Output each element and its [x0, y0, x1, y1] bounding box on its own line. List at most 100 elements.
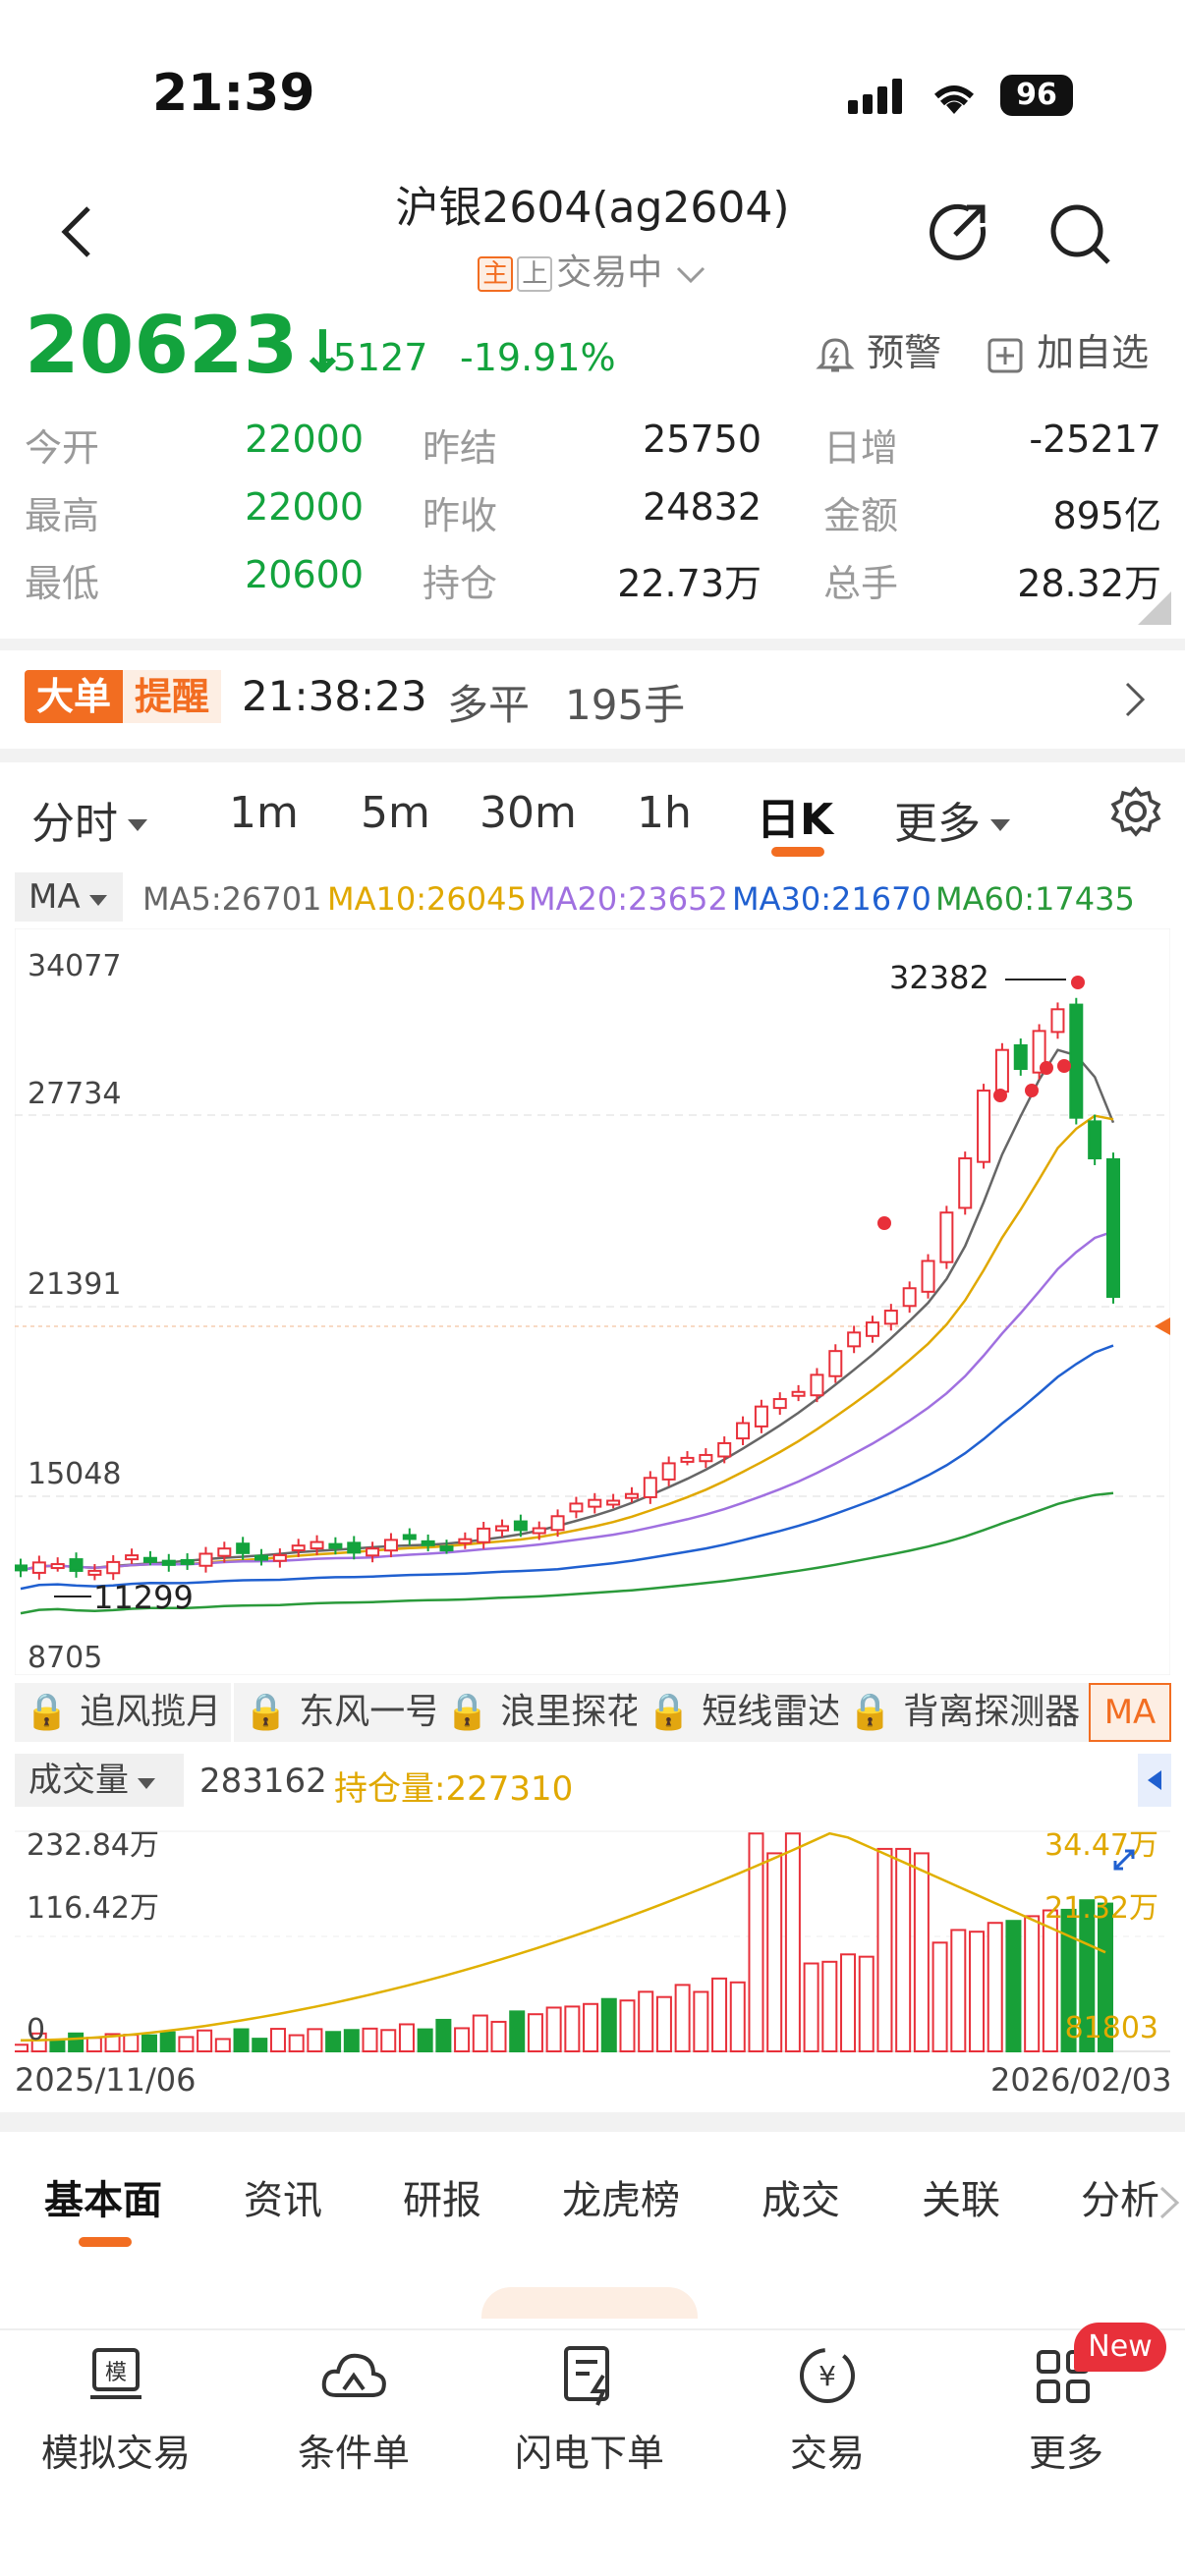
caret-left-icon	[1148, 1770, 1161, 1790]
simulate-icon: 模	[90, 2348, 141, 2399]
vol-tick-1: 232.84万	[27, 1828, 159, 1863]
ma-selector[interactable]: MA	[15, 872, 123, 922]
tab-related[interactable]: 关联	[922, 2178, 1000, 2223]
candle	[994, 1048, 1009, 1093]
volume-bar	[49, 2040, 66, 2052]
candle	[569, 1502, 584, 1513]
oi-change-value: -25217	[1029, 418, 1161, 461]
ma60-line	[20, 1491, 1114, 1615]
kline-chart[interactable]: 34077 27734 21391 15048 8705 32382 11299	[14, 927, 1171, 1676]
limit-up-dot	[1040, 1061, 1053, 1075]
tool-ma-active[interactable]: MA	[1089, 1683, 1171, 1742]
candle	[1013, 1043, 1028, 1071]
nav-label: 交易	[789, 2432, 865, 2475]
tab-fundamentals[interactable]: 基本面	[44, 2178, 162, 2223]
candle	[217, 1547, 232, 1557]
big-order-alert[interactable]: 大单 提醒 21:38:23 多平 195手	[0, 648, 1185, 747]
volume-bar	[876, 1847, 893, 2052]
tool-radar[interactable]: 🔒 短线雷达	[637, 1683, 854, 1742]
kline-svg[interactable]: 34077 27734 21391 15048 8705 32382 11299	[14, 927, 1171, 1676]
search-icon[interactable]	[1047, 201, 1112, 266]
tool-zhuifeng[interactable]: 🔒 追风揽月	[15, 1683, 232, 1742]
volume-bar	[435, 2018, 452, 2053]
oi-tick-1: 34.47万	[1044, 1828, 1158, 1863]
tab-30m[interactable]: 30m	[480, 788, 577, 838]
y-tick-2: 27734	[28, 1077, 121, 1111]
ma-legend: MA MA5:26701 MA10:26045 MA20:23652 MA30:…	[0, 872, 1185, 926]
collapse-panel-button[interactable]	[1138, 1754, 1171, 1807]
settings-gear-icon[interactable]	[1110, 786, 1161, 837]
candle	[606, 1499, 621, 1506]
open-value: 22000	[245, 418, 364, 461]
price-alert-button[interactable]: 预警	[816, 322, 941, 376]
tab-intraday[interactable]: 分时	[31, 788, 149, 851]
tab-1h[interactable]: 1h	[637, 788, 692, 838]
candle	[366, 1547, 380, 1557]
expand-corner-icon[interactable]	[1138, 591, 1173, 627]
volume-bar	[472, 2014, 488, 2053]
tab-analysis[interactable]: 分析	[1081, 2178, 1159, 2223]
tab-trades[interactable]: 成交	[762, 2178, 840, 2223]
candle	[198, 1552, 213, 1567]
wifi-icon	[934, 85, 974, 114]
add-watchlist-icon	[988, 338, 1023, 372]
volume-bar	[711, 1977, 728, 2052]
candle	[791, 1390, 806, 1397]
signal-icon	[848, 79, 902, 114]
tab-more[interactable]: 更多	[894, 788, 1012, 851]
y-tick-1: 34077	[28, 949, 121, 983]
tab-5m[interactable]: 5m	[361, 788, 430, 838]
add-watchlist-button[interactable]: 加自选	[986, 322, 1149, 376]
volume-bar	[545, 2006, 562, 2053]
trade-status-label: 交易中	[556, 252, 663, 293]
trade-status[interactable]: 主上交易中	[0, 244, 1185, 295]
candle	[513, 1520, 528, 1532]
volume-bar	[748, 1832, 764, 2052]
volume-bar	[1005, 1920, 1022, 2052]
volume-bar	[214, 2038, 231, 2052]
tab-daily-k[interactable]: 日K	[757, 795, 834, 845]
caret-down-icon	[88, 895, 107, 906]
nav-label: 闪电下单	[514, 2432, 664, 2475]
ma30-line	[20, 1344, 1114, 1591]
volume-selector[interactable]: 成交量	[15, 1754, 184, 1807]
y-tick-3: 21391	[28, 1267, 121, 1302]
volume-value: 283162	[199, 1762, 327, 1801]
volume-bar	[655, 1995, 672, 2053]
volume-chart[interactable]: 232.84万 116.42万 0 34.47万 21.32万 81803	[13, 1814, 1170, 2059]
tab-research[interactable]: 研报	[403, 2178, 481, 2223]
volume-bar	[784, 1832, 801, 2052]
candle	[883, 1310, 898, 1325]
volume-bar	[840, 1953, 857, 2052]
active-tab-indicator	[79, 2237, 132, 2247]
candle	[699, 1453, 713, 1463]
expand-chart-icon[interactable]	[1113, 1849, 1135, 1871]
candle	[14, 1564, 28, 1572]
tab-dragon-tiger[interactable]: 龙虎榜	[562, 2178, 680, 2223]
tab-news[interactable]: 资讯	[244, 2178, 322, 2223]
tool-langli[interactable]: 🔒 浪里探花	[435, 1683, 652, 1742]
candle	[69, 1558, 84, 1572]
total-volume-label: 总手	[823, 562, 899, 605]
tool-dongfeng[interactable]: 🔒 东风一号	[234, 1683, 451, 1742]
tab-1m[interactable]: 1m	[229, 788, 299, 838]
high-value: 22000	[245, 485, 364, 529]
volume-bar	[141, 2034, 157, 2052]
volume-bar	[564, 2005, 581, 2052]
divider	[0, 639, 1185, 650]
big-order-time: 21:38:23	[242, 672, 427, 720]
high-price-label: 32382	[889, 959, 989, 996]
date-start: 2025/11/06	[15, 2061, 197, 2099]
volume-bar	[619, 1999, 636, 2052]
volume-svg[interactable]: 232.84万 116.42万 0 34.47万 21.32万 81803	[13, 1814, 1170, 2059]
tool-divergence[interactable]: 🔒 背离探测器	[838, 1683, 1091, 1742]
volume-bar	[693, 1990, 709, 2052]
back-icon[interactable]	[59, 204, 94, 259]
volume-bar	[913, 1852, 930, 2053]
battery-indicator: 96	[1000, 75, 1073, 116]
svg-text:¥: ¥	[818, 2360, 836, 2392]
exchange-tag: 上	[517, 256, 553, 292]
share-icon[interactable]	[930, 201, 990, 262]
volume-bar	[987, 1922, 1003, 2052]
low-price-label: 11299	[93, 1579, 194, 1616]
